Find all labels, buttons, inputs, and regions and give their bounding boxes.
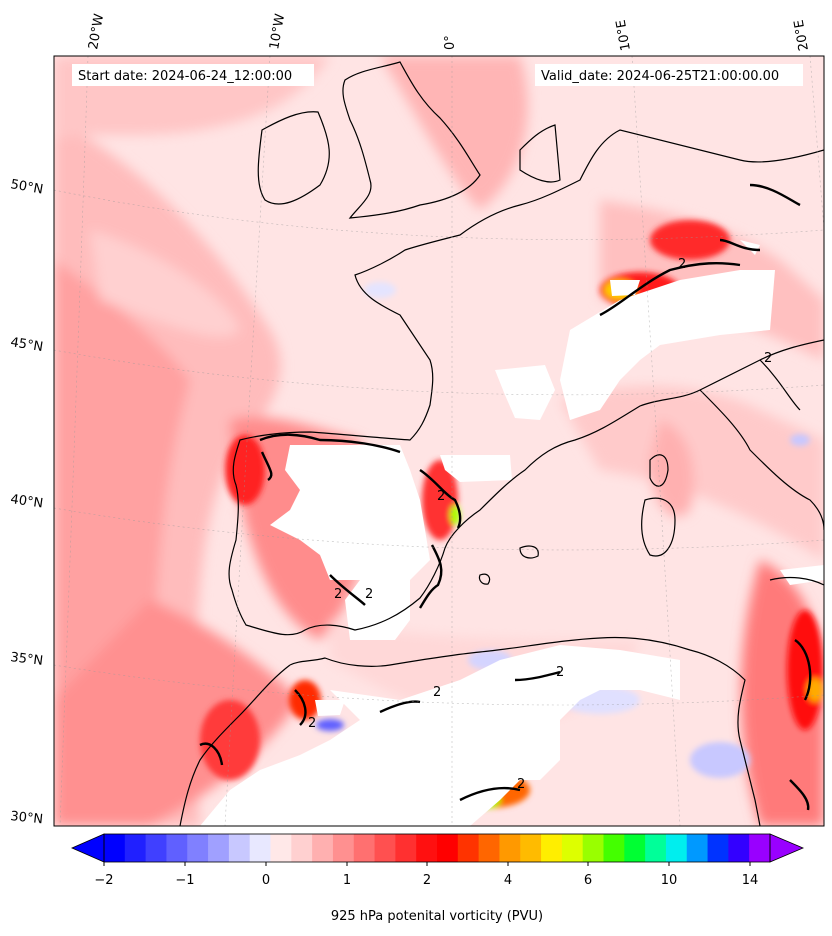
colorbar-cell [395,834,417,862]
colorbar-cell [145,834,167,862]
colorbar-cell [374,834,396,862]
colorbar-tick-label: 10 [661,873,678,888]
colorbar-cell [457,834,480,862]
lon-label-10w: 10°W [267,13,288,51]
map-frame [53,55,825,827]
colorbar-tick-label: 1 [343,873,351,888]
start-date-label: Start date: 2024-06-24_12:00:00 [78,69,292,84]
colorbar-cell [603,834,625,862]
colorbar-cell [707,834,729,862]
colorbar-cell [353,834,376,862]
colorbar-tick-label: 4 [504,873,512,888]
colorbar-cell [104,834,126,862]
colorbar-tick-label: −2 [94,873,113,888]
map-area: 2 2 2 2 2 2 2 2 2 [54,56,824,826]
colorbar-tick-label: 14 [742,873,759,888]
longitude-labels: 20°W 10°W 0° 10°E 20°E [86,13,812,52]
colorbar-cell [499,834,521,862]
colorbar-cell [624,834,646,862]
colorbar-cell [749,834,771,862]
lat-label-35n: 35°N [10,650,44,669]
contour-label: 2 [678,257,686,272]
colorbar-cell [665,834,688,862]
colorbar-cell [478,834,500,862]
colorbar-ticks [103,862,751,866]
colorbar-cell [416,834,438,862]
colorbar-cell [561,834,584,862]
colorbar-cell [249,834,271,862]
colorbar-extend-low [71,833,105,863]
colorbar-tick-labels: −2 −1 0 1 2 4 6 10 14 [94,873,758,888]
colorbar-cells [104,834,771,862]
colorbar-cell [332,834,355,862]
graticule [54,56,824,826]
colorbar-cell [437,834,459,862]
contour-label: 2 [308,716,316,731]
colorbar-cell [124,834,147,862]
lon-label-20e: 20°E [792,19,812,52]
colorbar-cell [520,834,542,862]
contour-label: 2 [517,777,525,792]
lon-label-0: 0° [443,35,458,50]
lat-label-30n: 30°N [10,809,44,827]
colorbar-tick-label: 0 [262,873,270,888]
colorbar-frame [103,833,771,863]
colorbar-extend-high [769,833,805,863]
lon-label-10e: 10°E [614,19,634,52]
coastlines [179,61,824,826]
colorbar-tick-label: 2 [423,873,431,888]
colorbar-cell [312,834,334,862]
colorbar-cell [208,834,230,862]
colorbar-cell [291,834,313,862]
valid-date-box [535,64,803,86]
contour-label: 2 [556,665,564,680]
pv-contour-labels: 2 2 2 2 2 2 2 2 2 [308,257,772,792]
colorbar-cell [582,834,604,862]
lon-label-20w: 20°W [86,13,107,51]
lat-label-50n: 50°N [9,177,44,197]
colorbar-cell [187,834,209,862]
contour-label: 2 [764,351,772,366]
colorbar-cell [645,834,667,862]
latitude-labels: 50°N 45°N 40°N 35°N 30°N [9,177,44,827]
colorbar-cell [686,834,709,862]
colorbar-tick-label: −1 [175,873,194,888]
colorbar-title: 925 hPa potenital vorticity (PVU) [331,909,543,924]
colorbar-tick-label: 6 [584,873,592,888]
colorbar-cell [541,834,563,862]
contour-label: 2 [365,587,373,602]
pv-2-contours [199,183,812,811]
contour-label: 2 [334,587,342,602]
colorbar-cell [166,834,188,862]
colorbar-cell [728,834,750,862]
lat-label-45n: 45°N [9,335,44,355]
lat-label-40n: 40°N [9,492,44,511]
colorbar-cell [228,834,251,862]
start-date-box [72,64,314,86]
contour-label: 2 [437,489,445,504]
colorbar-cell [270,834,292,862]
valid-date-label: Valid_date: 2024-06-25T21:00:00.00 [541,69,779,84]
contour-label: 2 [433,685,441,700]
colorbar: −2 −1 0 1 2 4 6 10 14 925 hPa potenital … [71,833,805,924]
